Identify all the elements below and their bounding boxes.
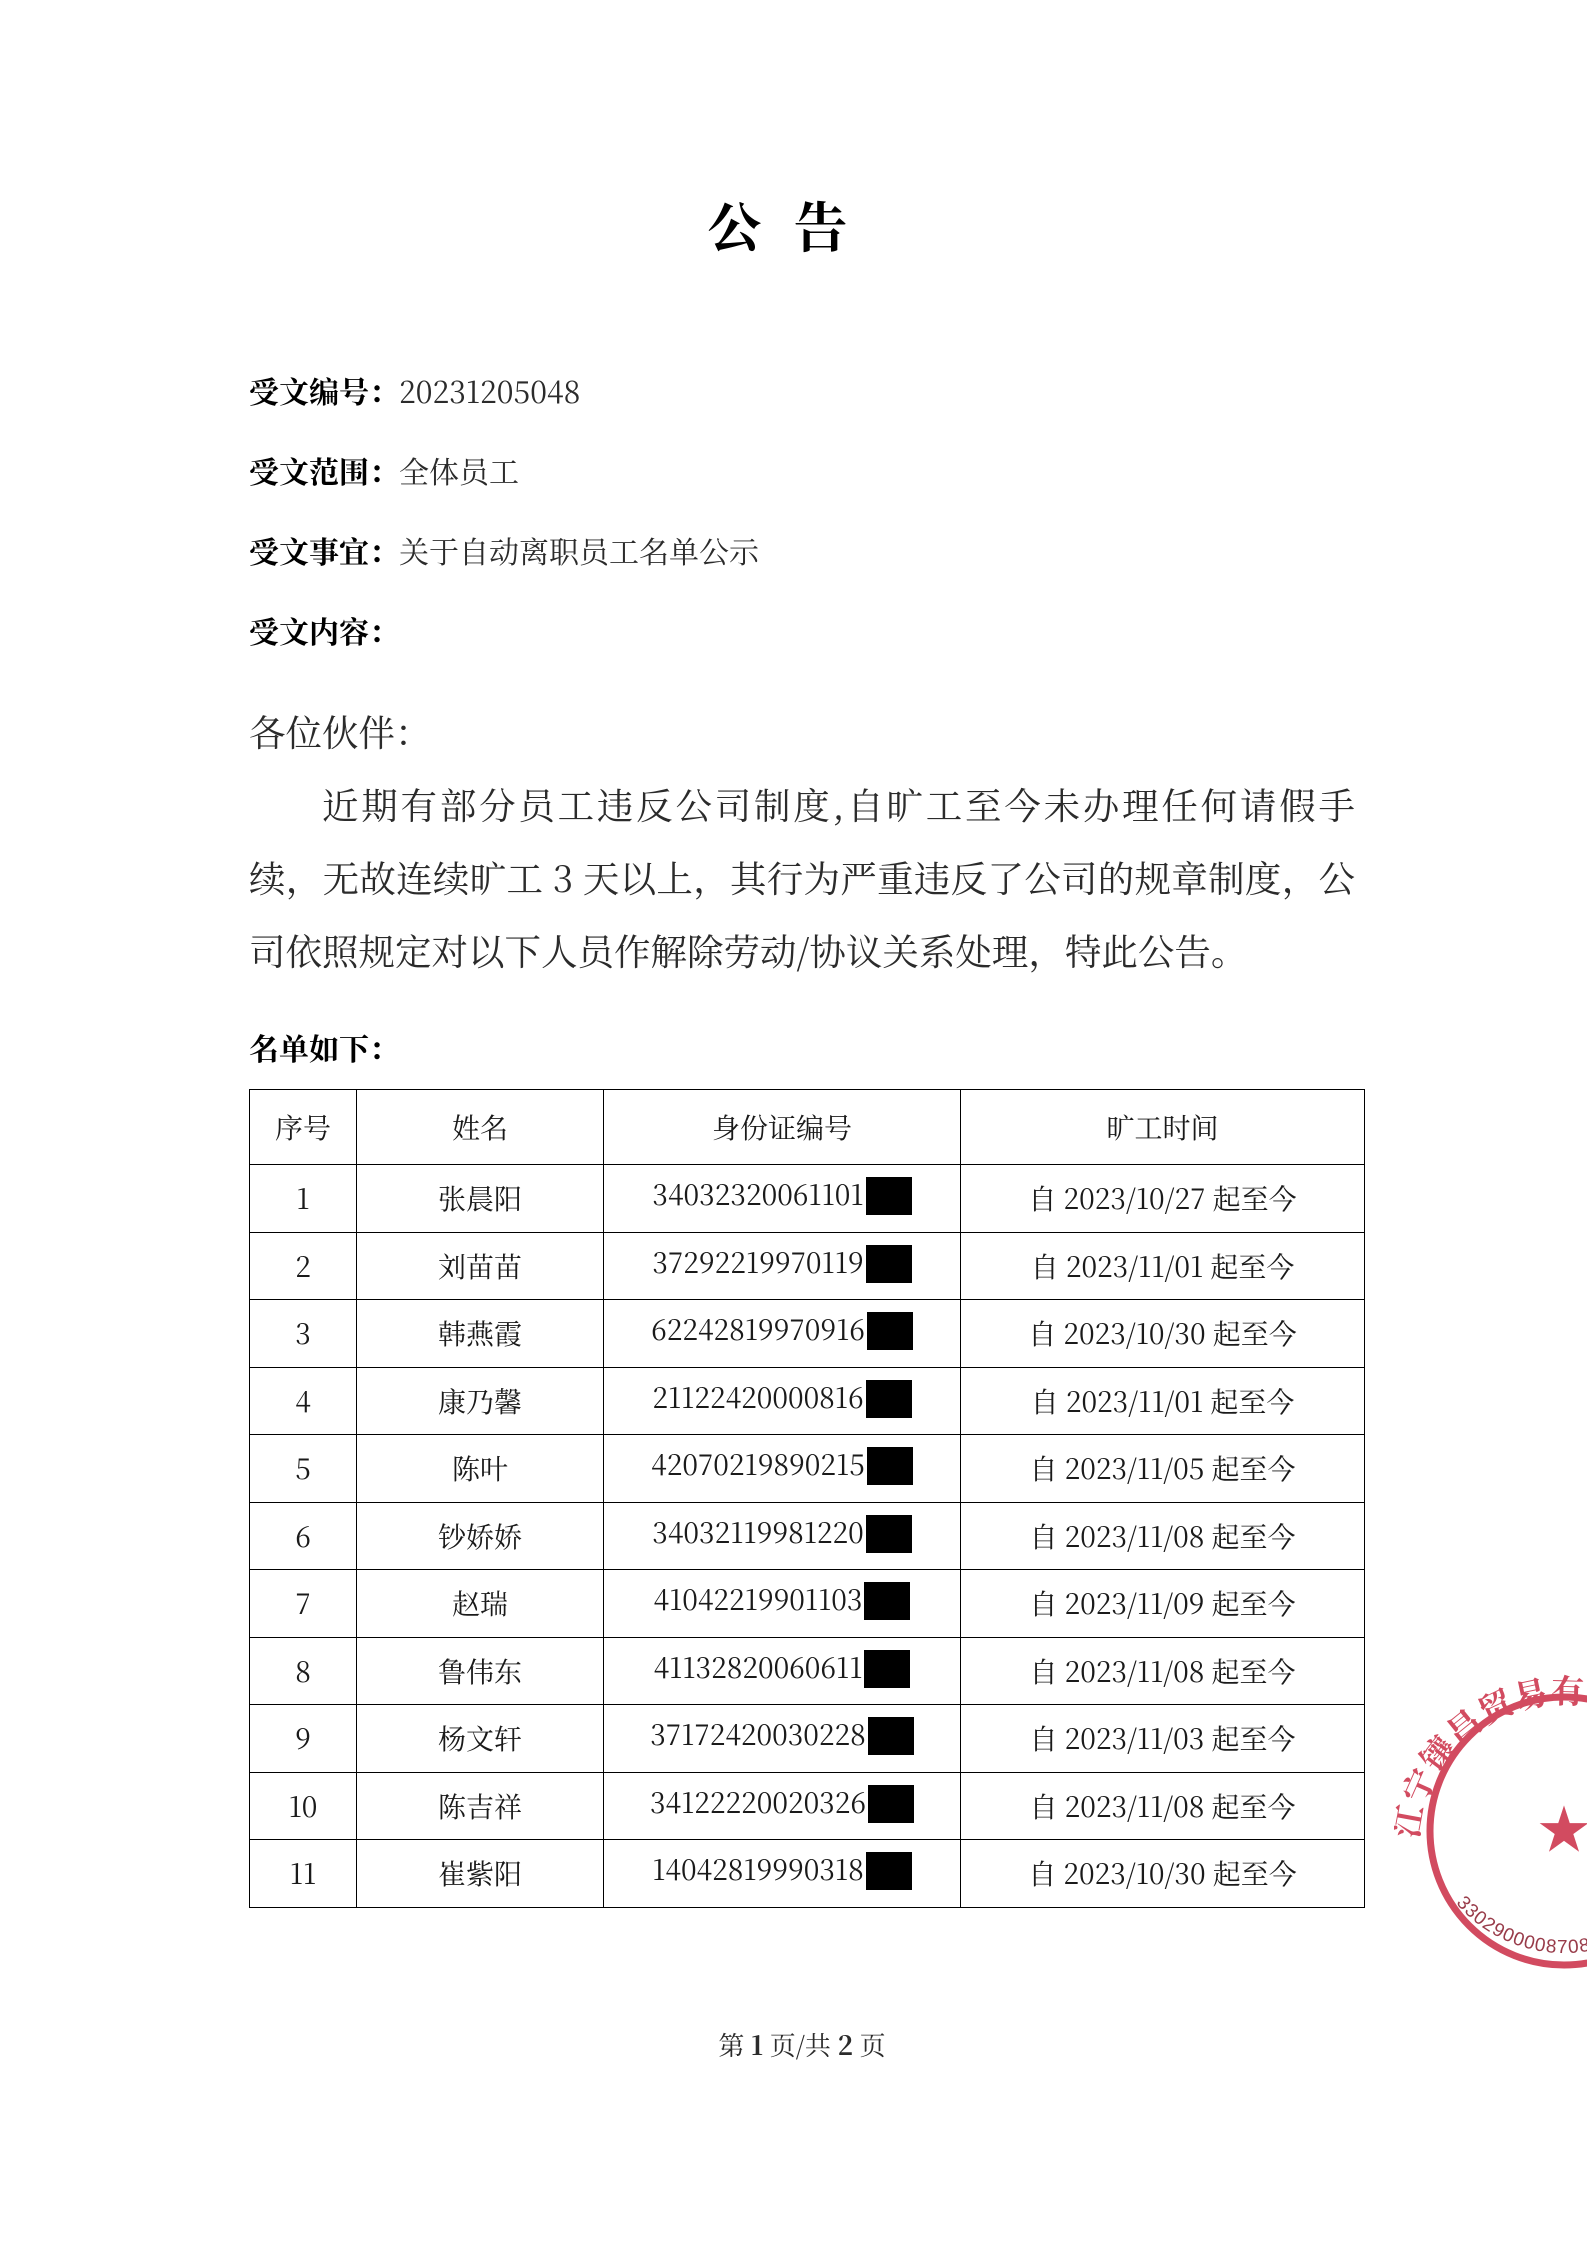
svg-text:3302900008708: 3302900008708	[1452, 1892, 1587, 1958]
svg-text:江宁镶昌贸易有限公司: 江宁镶昌贸易有限公司	[1394, 1666, 1587, 1842]
